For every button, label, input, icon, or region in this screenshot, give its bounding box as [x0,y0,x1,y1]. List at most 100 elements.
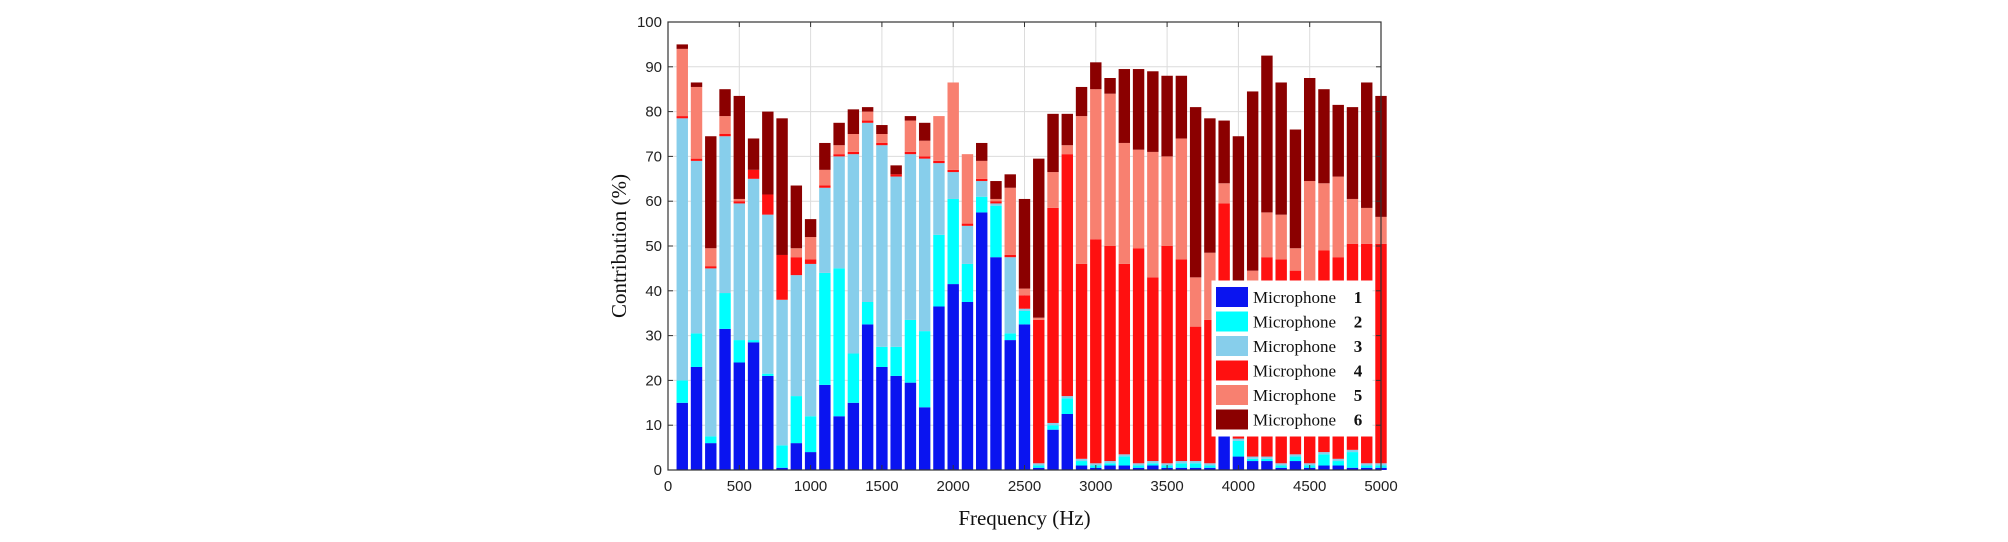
bar-segment-mic-1 [1004,340,1016,470]
bar-segment-mic-1 [1061,414,1073,470]
bar-segment-mic-4 [690,158,703,161]
bar-segment-mic-6 [1090,62,1102,90]
bar-segment-mic-6 [890,165,902,175]
bar-segment-mic-3 [961,225,974,264]
bar-segment-mic-6 [1275,82,1287,215]
bar-segment-mic-2 [847,353,860,403]
bar-segment-mic-1 [1189,467,1202,470]
bar-segment-mic-5 [1018,288,1031,296]
bar-segment-mic-1 [762,375,774,470]
bar-segment-mic-5 [1118,142,1131,264]
bar-segment-mic-6 [1161,75,1173,157]
bar-segment-mic-2 [1232,440,1245,457]
x-tick-label: 2500 [1008,478,1041,495]
x-tick-label: 5000 [1364,478,1397,495]
bar-segment-mic-4 [990,201,1002,204]
bar-segment-mic-1 [933,306,945,470]
bar-segment-mic-6 [1132,69,1145,150]
y-tick-label: 20 [645,372,662,389]
bar-segment-mic-2 [676,380,688,403]
bar-segment-mic-6 [1261,55,1273,213]
bar-segment-mic-1 [819,384,831,470]
bar-segment-mic-5 [990,198,1002,202]
bar-segment-mic-3 [776,299,788,446]
bar-segment-mic-3 [1161,463,1173,466]
bar-segment-mic-3 [1261,456,1273,459]
bar-segment-mic-3 [1104,461,1116,464]
bar-segment-mic-5 [1075,116,1088,264]
bar-segment-mic-6 [918,122,931,141]
bar-segment-mic-3 [1361,463,1373,466]
bar-segment-mic-5 [1175,138,1188,260]
bar-segment-mic-1 [1204,467,1216,470]
bar-segment-mic-3 [804,263,817,417]
bar-segment-mic-2 [790,396,803,444]
bar-segment-mic-2 [1204,465,1216,468]
bar-segment-mic-5 [1104,93,1116,247]
bar-segment-mic-6 [1189,107,1202,278]
bar-segment-mic-6 [990,181,1002,199]
bar-segment-mic-3 [861,122,874,302]
bar-segment-mic-3 [1090,463,1102,466]
bar-segment-mic-1 [1275,467,1287,470]
y-tick-label: 50 [645,238,662,255]
bar-segment-mic-3 [1204,463,1216,466]
bar-segment-mic-6 [1361,82,1373,208]
bar-segment-mic-2 [819,272,831,385]
bar-segment-mic-3 [1318,452,1330,455]
bar-segment-mic-2 [1175,463,1188,468]
bar-segment-mic-3 [790,275,803,397]
bar-segment-mic-5 [1318,183,1330,251]
bar-segment-mic-4 [890,174,902,177]
bar-segment-mic-4 [1175,259,1188,462]
bar-segment-mic-5 [976,160,988,179]
bar-segment-mic-2 [918,331,931,408]
bar-segment-mic-2 [776,445,788,468]
bar-segment-mic-1 [1175,467,1188,470]
bar-segment-mic-4 [904,151,917,155]
bar-segment-mic-5 [1033,317,1045,320]
legend-number: 4 [1354,362,1363,381]
bar-segment-mic-5 [1332,176,1344,258]
bar-segment-mic-3 [990,203,1002,206]
bar-segment-mic-3 [1118,454,1131,457]
bar-segment-mic-6 [776,118,788,255]
bar-segment-mic-3 [1246,456,1259,459]
legend-label: Microphone [1253,411,1336,430]
legend-swatch-mic-1 [1216,287,1248,307]
bar-segment-mic-3 [933,163,945,235]
bar-segment-mic-2 [976,196,988,213]
bar-segment-mic-2 [1118,456,1131,466]
legend-label: Microphone [1253,337,1336,356]
bar-segment-mic-3 [947,172,959,199]
x-tick-label: 3500 [1150,478,1183,495]
bar-segment-mic-5 [947,82,959,170]
x-tick-label: 2000 [937,478,970,495]
bar-segment-mic-1 [1104,465,1116,470]
bar-segment-mic-6 [1104,78,1116,94]
legend-label: Microphone [1253,386,1336,405]
bar-segment-mic-4 [1204,319,1216,464]
legend-number: 2 [1354,313,1363,332]
bar-segment-mic-6 [833,122,845,146]
y-tick-label: 80 [645,104,662,121]
bar-segment-mic-3 [733,203,746,341]
bar-segment-mic-2 [1033,465,1045,468]
bar-segment-mic-5 [1061,145,1073,155]
bar-segment-mic-1 [1346,467,1359,470]
legend: Microphone 1 Microphone 2 Microphone 3 Microph… [1211,280,1373,437]
legend-number: 5 [1354,386,1363,405]
bar-segment-mic-6 [876,125,888,134]
bar-segment-mic-1 [904,382,917,470]
bar-segment-mic-5 [1261,212,1273,258]
bar-segment-mic-5 [933,116,945,161]
bar-segment-mic-5 [1361,207,1373,244]
bar-segment-mic-6 [819,142,831,170]
bar-segment-mic-1 [776,467,788,470]
bar-segment-mic-1 [733,362,746,470]
bar-segment-mic-6 [719,89,731,117]
bar-segment-mic-4 [1047,207,1059,423]
bar-segment-mic-4 [819,185,831,188]
legend-swatch-mic-5 [1216,385,1248,405]
